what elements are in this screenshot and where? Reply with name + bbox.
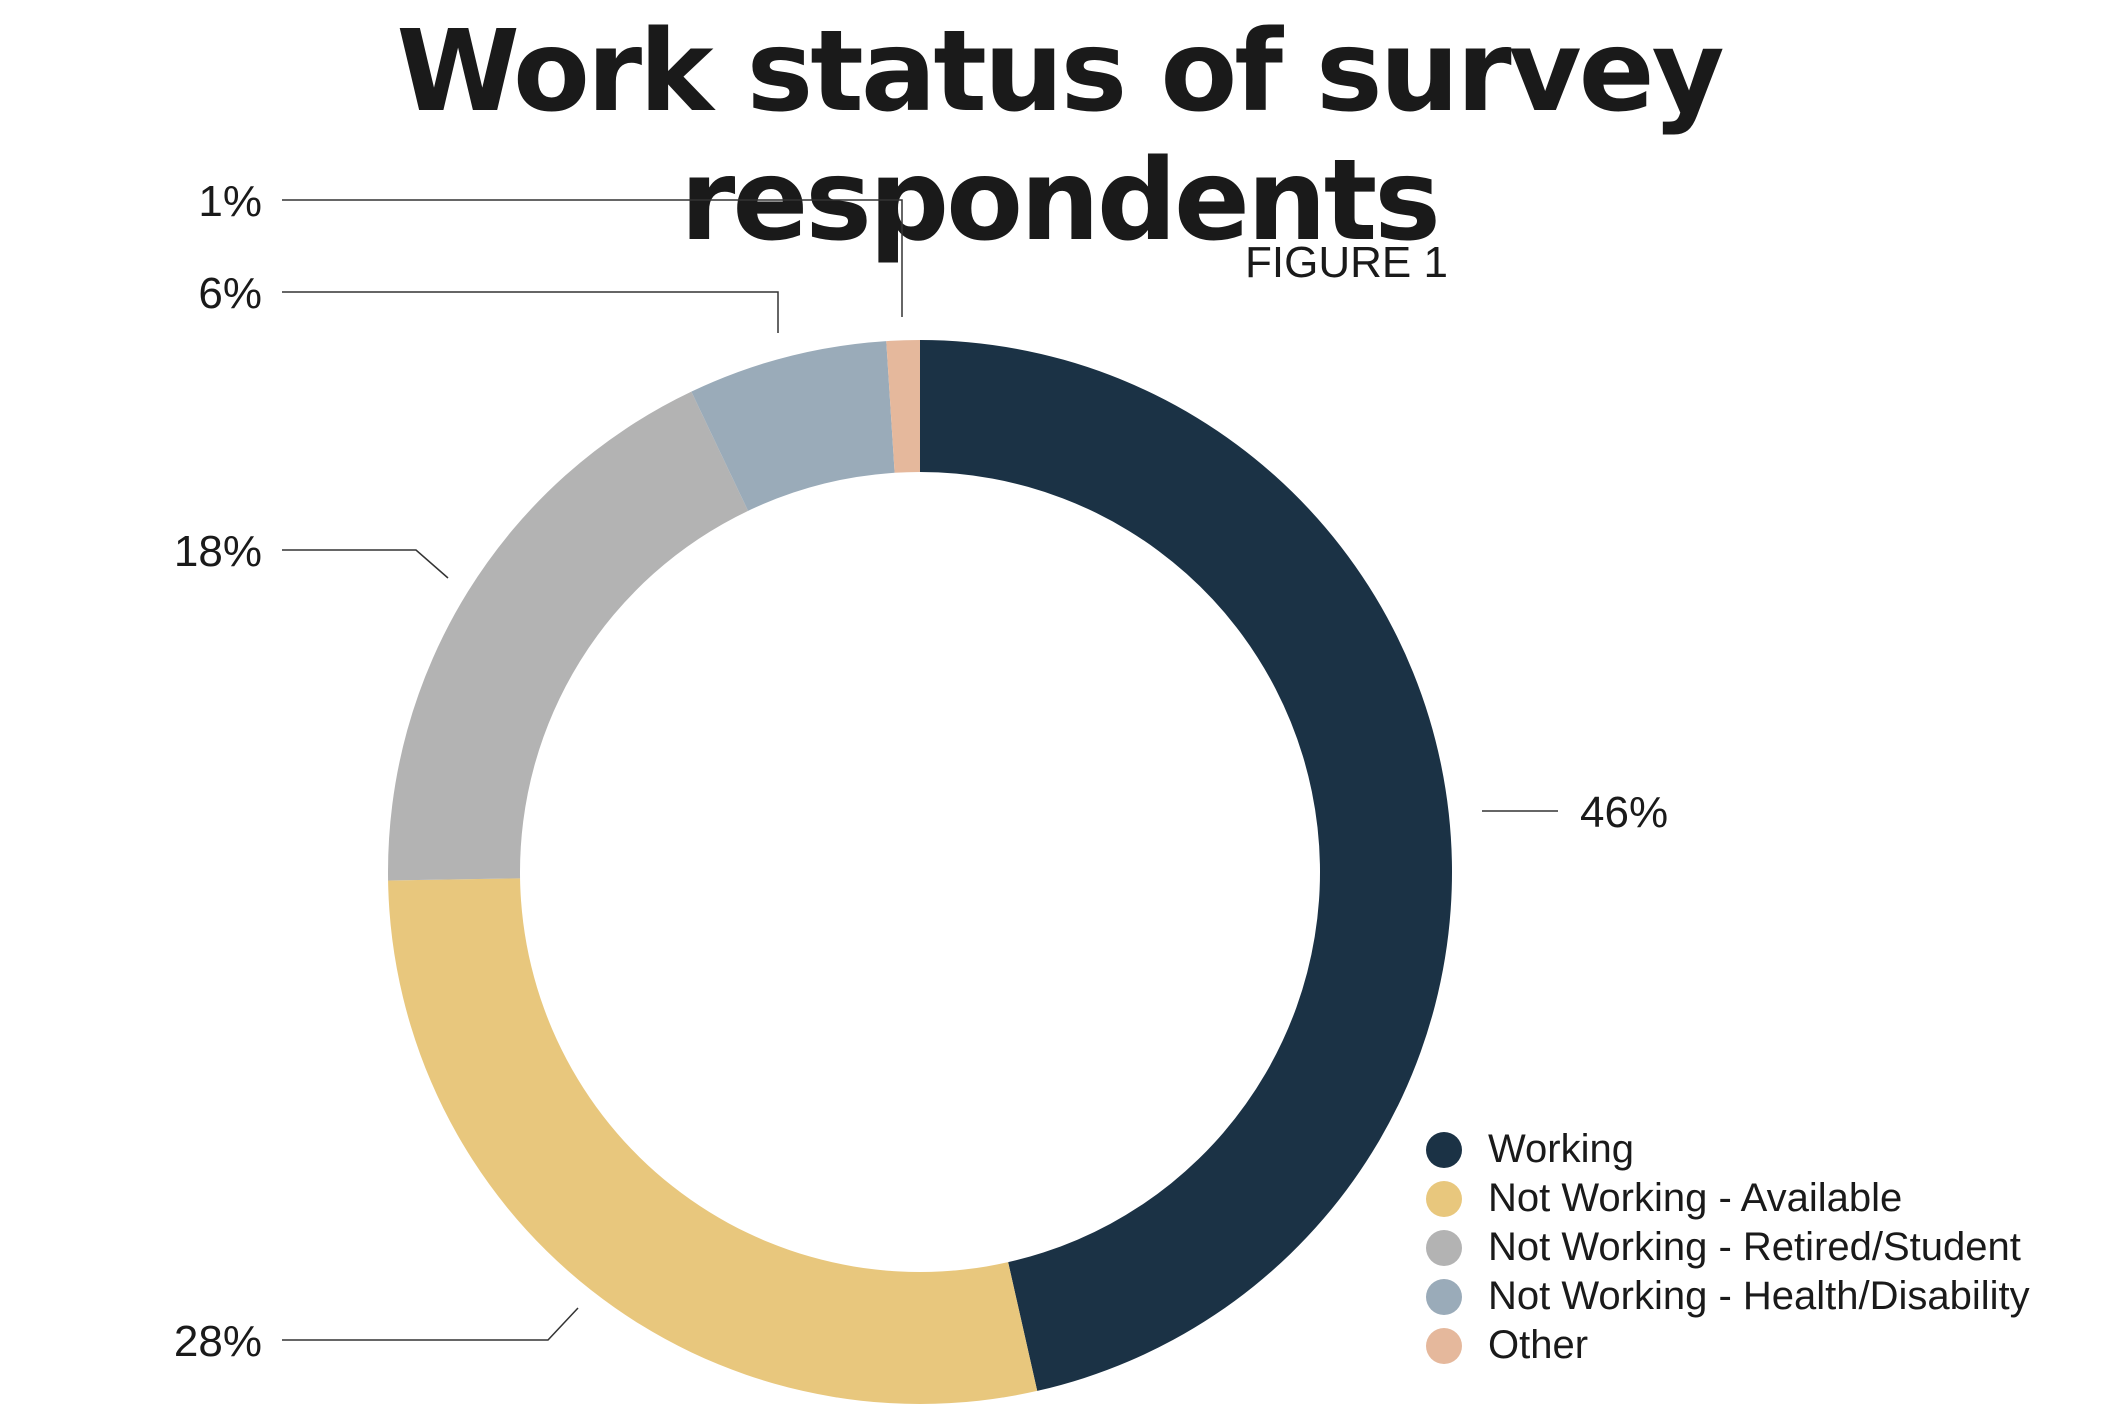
legend-label: Not Working - Retired/Student — [1488, 1225, 2021, 1269]
legend-label: Not Working - Health/Disability — [1488, 1274, 2030, 1318]
donut-slice — [388, 878, 1038, 1404]
data-label: 6% — [198, 269, 262, 318]
leader-line — [282, 199, 903, 317]
donut-slice — [886, 340, 920, 473]
chart-legend: Working Not Working - Available Not Work… — [1426, 1125, 2030, 1370]
legend-swatch — [1426, 1278, 1462, 1315]
donut-slice — [691, 341, 895, 511]
figure-label: FIGURE 1 — [1245, 238, 1448, 287]
legend-item: Working — [1426, 1125, 2030, 1174]
legend-swatch — [1426, 1180, 1462, 1217]
legend-item: Not Working - Health/Disability — [1426, 1272, 2030, 1321]
legend-label: Working — [1488, 1127, 1634, 1171]
data-label: 46% — [1580, 788, 1668, 837]
legend-label: Other — [1488, 1323, 1589, 1367]
donut-slice — [920, 340, 1452, 1391]
legend-item: Other — [1426, 1321, 2030, 1370]
leader-line — [282, 291, 779, 333]
leader-line — [282, 1307, 579, 1341]
chart-title: Work status of survey respondents — [396, 7, 1724, 266]
data-label: 28% — [174, 1317, 262, 1366]
legend-swatch — [1426, 1229, 1462, 1266]
legend-item: Not Working - Available — [1426, 1174, 2030, 1223]
leader-line — [282, 549, 449, 579]
legend-item: Not Working - Retired/Student — [1426, 1223, 2030, 1272]
legend-swatch — [1426, 1327, 1462, 1364]
legend-label: Not Working - Available — [1488, 1176, 1903, 1220]
donut-slice — [387, 391, 749, 881]
data-label: 18% — [174, 527, 262, 576]
data-label: 1% — [198, 177, 262, 226]
legend-swatch — [1426, 1131, 1462, 1168]
